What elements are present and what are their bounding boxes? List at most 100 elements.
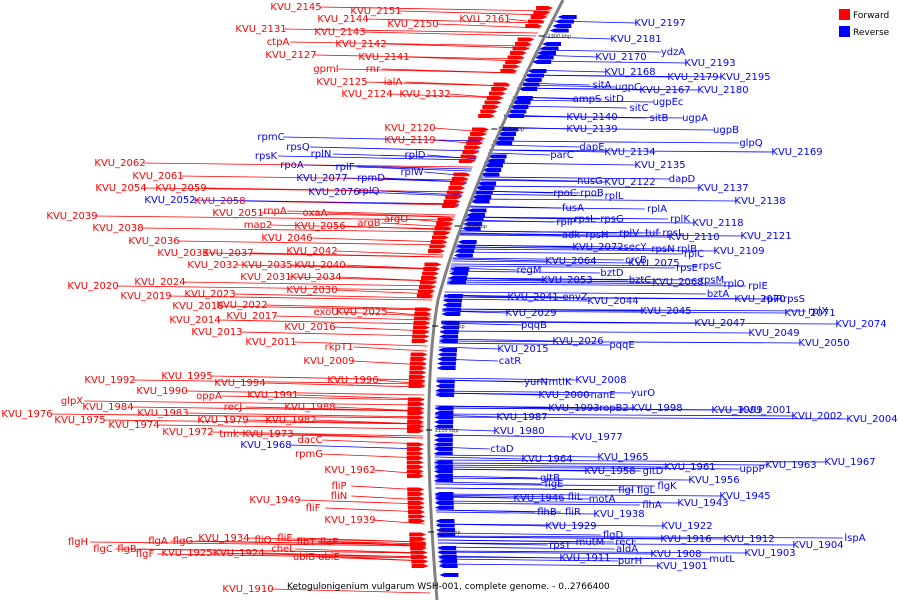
gene-label: KVU_2046 [261, 233, 312, 244]
reverse-gene-glyph [437, 357, 457, 361]
gene-label: KVU_2019 [120, 291, 171, 302]
connector-line [436, 390, 631, 394]
gene-label: KVU_1979 [197, 415, 248, 426]
gene-label: rpsE [676, 263, 698, 274]
gene-label: KVU_1925 [161, 548, 212, 559]
reverse-gene-glyph [437, 550, 457, 555]
legend-forward-swatch [839, 9, 850, 20]
gene-label: KVU_2121 [740, 231, 791, 242]
reverse-gene-glyph [467, 208, 487, 213]
connector-line [321, 453, 423, 459]
connector-line [335, 289, 434, 295]
gene-label: KVU_2033 [157, 248, 208, 259]
gene-label: KVU_1945 [719, 491, 770, 502]
connector-line [442, 310, 787, 314]
forward-gene-glyph [468, 136, 486, 141]
reverse-gene-glyph [441, 312, 461, 316]
gene-label: fliP [331, 481, 346, 492]
reverse-gene-glyph [456, 244, 476, 249]
reverse-gene-glyph [434, 424, 454, 429]
reverse-gene-glyph [436, 366, 456, 370]
gene-label: KVU_2041 [507, 292, 558, 303]
connector-line [325, 507, 425, 513]
gene-label: pqqB [521, 320, 547, 331]
gene-label: dapE [579, 142, 604, 153]
reverse-gene-glyph [542, 42, 562, 46]
gene-label: KVU_2120 [384, 123, 435, 134]
reverse-gene-glyph [520, 82, 540, 87]
gene-label: KVU_1992 [84, 375, 135, 386]
reverse-gene-glyph [433, 469, 453, 474]
connector-line [210, 375, 425, 381]
connector-line [343, 225, 451, 231]
gene-label: uppP [739, 464, 764, 475]
connector-line [470, 198, 737, 202]
connector-line [357, 166, 472, 172]
gene-label: lspA [844, 533, 865, 544]
forward-gene-glyph [408, 519, 426, 523]
gene-label: KVU_2167 [639, 85, 690, 96]
connector-line [436, 379, 548, 383]
forward-gene-glyph [453, 172, 471, 177]
gene-label: KVU_2023 [184, 289, 235, 300]
gene-label: KVU_2017 [226, 311, 277, 322]
gene-label: oppA [196, 391, 222, 402]
connector-line [435, 487, 634, 491]
forward-gene-glyph [412, 325, 430, 330]
forward-gene-glyph [407, 402, 425, 406]
forward-gene-glyph [446, 190, 464, 195]
reverse-gene-glyph [437, 546, 457, 550]
connector-line [450, 265, 675, 269]
connector-line [353, 346, 427, 352]
forward-gene-glyph [451, 177, 469, 181]
gene-label: rpoC [553, 188, 577, 199]
gene-label: rpoB [580, 188, 604, 199]
connector-line [440, 330, 751, 334]
connector-line [435, 407, 743, 411]
forward-gene-glyph [407, 492, 425, 496]
reverse-gene-glyph [495, 136, 515, 141]
backbone-ticks: 2300 kbp 2250 kbp 2200 kbp 2150 kbp 2100 kbp… [425, 34, 571, 536]
gene-label: KVU_2001 [740, 405, 791, 416]
connector-line [382, 68, 516, 74]
gene-label: rplK [670, 214, 690, 225]
connector-line [339, 276, 437, 282]
forward-gene-glyph [413, 321, 431, 325]
connector-line [437, 532, 601, 536]
gene-label: KVU_2179 [667, 72, 718, 83]
gene-label: fliR [565, 507, 581, 518]
gene-label: sitC [630, 103, 649, 114]
reverse-gene-glyph [433, 465, 453, 469]
reverse-gene-glyph [440, 321, 460, 325]
gene-label: KVU_1988 [284, 402, 335, 413]
reverse-gene-glyph [438, 564, 458, 568]
forward-gene-glyph [407, 415, 425, 420]
connector-line [439, 338, 555, 342]
reverse-gene-glyph [466, 213, 486, 217]
reverse-gene-glyph [433, 447, 453, 451]
gene-label: rplE [748, 281, 768, 292]
reverse-gene-glyph [507, 109, 527, 114]
connector-line [437, 536, 726, 540]
reverse-gene-glyph [534, 55, 554, 60]
connector-line [460, 230, 661, 234]
forward-gene-glyph [502, 64, 520, 69]
connector-line [434, 464, 667, 468]
gene-label: KVU_1956 [688, 475, 739, 486]
connector-line [439, 558, 618, 562]
forward-gene-glyph [410, 555, 428, 559]
reverse-gene-glyph [433, 442, 453, 447]
gene-label: KVU_2009 [303, 356, 354, 367]
forward-gene-glyph [407, 397, 425, 402]
reverse-gene-glyph [434, 406, 454, 411]
gene-label: rplD [405, 150, 426, 161]
reverse-gene-glyph [537, 51, 557, 55]
connector-line [435, 502, 640, 506]
connector-line [322, 439, 423, 445]
gene-label: KVU_1996 [327, 375, 378, 386]
gene-label: rplX [808, 306, 828, 317]
reverse-gene-glyph [433, 451, 453, 456]
gene-label: rpoA [280, 160, 304, 171]
gene-label: argO [384, 214, 408, 225]
